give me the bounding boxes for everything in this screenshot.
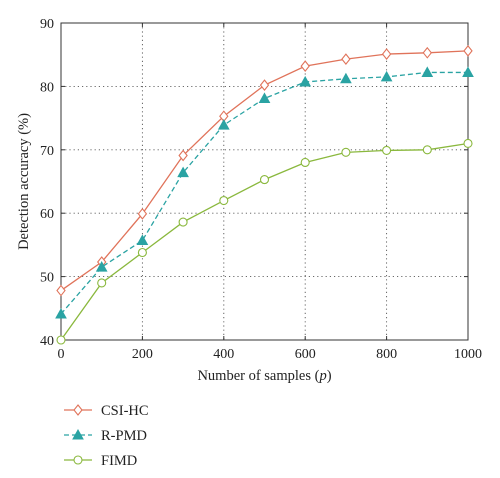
- legend-label: R-PMD: [101, 428, 147, 444]
- x-tick-label: 1000: [454, 347, 482, 362]
- series-layer: [55, 45, 474, 345]
- data-point-circle: [300, 157, 310, 168]
- data-point-circle: [73, 455, 83, 465]
- data-point-diamond: [259, 79, 270, 92]
- series-line: [60, 142, 469, 341]
- plot-frame: [60, 22, 469, 341]
- data-point-triangle: [95, 261, 108, 272]
- data-point-triangle: [258, 92, 271, 103]
- data-point-triangle: [462, 66, 474, 77]
- legend-label: CSI-HC: [101, 403, 149, 419]
- y-tick-label: 60: [40, 207, 54, 222]
- x-tick-label: 200: [132, 347, 153, 362]
- data-point-circle: [219, 195, 229, 206]
- x-tick-label: 800: [376, 347, 397, 362]
- data-point-triangle: [299, 75, 312, 87]
- data-point-circle: [259, 175, 270, 185]
- data-point-triangle: [136, 234, 149, 245]
- x-axis-label: Number of samples (p): [197, 368, 331, 384]
- data-point-diamond: [56, 284, 66, 297]
- data-point-circle: [422, 145, 432, 155]
- data-point-diamond: [422, 46, 433, 59]
- data-point-diamond: [341, 53, 351, 66]
- series-r-pmd: [55, 66, 474, 319]
- legend-item: CSI-HC: [64, 403, 149, 419]
- data-point-triangle: [217, 119, 230, 130]
- data-point-triangle: [72, 428, 84, 440]
- x-tick-label: 600: [295, 347, 316, 362]
- x-tick-label: 400: [213, 347, 234, 362]
- data-point-triangle: [380, 70, 393, 82]
- data-point-diamond: [73, 404, 83, 416]
- data-point-diamond: [178, 149, 188, 162]
- y-tick-label: 50: [40, 271, 54, 286]
- data-point-circle: [137, 247, 147, 258]
- data-point-triangle: [177, 166, 189, 178]
- series-csi-hc: [56, 45, 473, 297]
- y-tick-label: 80: [40, 80, 54, 95]
- x-tick-label: 0: [58, 347, 65, 362]
- y-axis-label: Detection accuracy (%): [16, 113, 32, 250]
- y-axis-ticks: 40 50 60 70 80 90: [40, 17, 468, 349]
- data-point-triangle: [421, 66, 434, 77]
- grid-lines: [61, 23, 468, 340]
- series-line: [60, 71, 468, 315]
- legend-label: FIMD: [101, 453, 137, 469]
- series-fimd: [56, 138, 473, 345]
- data-point-diamond: [463, 45, 473, 57]
- data-point-diamond: [137, 207, 148, 220]
- data-point-circle: [97, 278, 107, 288]
- data-point-circle: [56, 335, 66, 345]
- legend-item: FIMD: [64, 453, 137, 469]
- data-point-diamond: [381, 48, 392, 60]
- data-point-circle: [463, 138, 473, 149]
- x-axis-ticks: 0 200 400 600 800 1000: [58, 23, 482, 362]
- data-point-triangle: [55, 307, 67, 319]
- data-point-circle: [382, 145, 392, 155]
- y-tick-label: 40: [40, 334, 54, 349]
- y-tick-label: 70: [40, 144, 54, 159]
- data-point-circle: [178, 217, 188, 227]
- data-point-circle: [341, 147, 351, 157]
- data-point-diamond: [300, 60, 310, 72]
- legend-item: R-PMD: [64, 428, 147, 444]
- legend: CSI-HC R-PMD FIMD: [64, 403, 149, 469]
- y-tick-label: 90: [40, 17, 54, 32]
- data-point-triangle: [340, 72, 352, 84]
